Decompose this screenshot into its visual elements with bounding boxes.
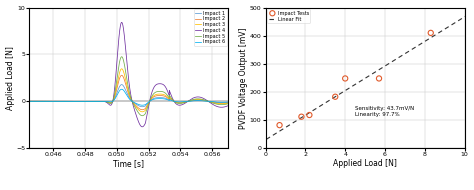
Linear Fit: [257, 142, 263, 144]
Impact 6: [190, 100, 196, 102]
Impact Tests: [427, 31, 435, 34]
Impact 5: [139, 115, 145, 117]
Impact 2: [63, 100, 68, 102]
Impact 5: [27, 100, 32, 102]
Impact 3: [156, 93, 162, 95]
Impact 5: [119, 56, 125, 58]
Impact 5: [63, 100, 68, 102]
Impact 5: [175, 102, 181, 105]
Linear Fit: [385, 63, 391, 66]
Impact 4: [102, 101, 108, 103]
Impact 3: [63, 100, 68, 102]
Line: Impact 2: Impact 2: [29, 75, 228, 110]
Impact 2: [139, 108, 145, 111]
Impact 2: [27, 100, 32, 102]
Impact 4: [146, 105, 152, 107]
Impact 4: [190, 97, 196, 99]
Legend: Impact 1, Impact 2, Impact 3, Impact 4, Impact 5, Impact 6: Impact 1, Impact 2, Impact 3, Impact 4, …: [194, 9, 227, 46]
Impact 3: [225, 102, 231, 104]
Impact 6: [102, 100, 108, 103]
Impact 6: [139, 104, 145, 106]
Impact 3: [27, 100, 32, 102]
Impact 1: [190, 100, 196, 102]
Impact 2: [119, 74, 125, 76]
Impact 4: [139, 126, 145, 128]
Line: Linear Fit: Linear Fit: [260, 11, 474, 143]
Impact 1: [146, 101, 152, 103]
Impact 6: [119, 88, 125, 90]
Line: Impact 5: Impact 5: [29, 57, 228, 116]
Impact Tests: [306, 113, 313, 116]
Text: Sensitivity: 43.7mV/N
Linearity: 97.7%: Sensitivity: 43.7mV/N Linearity: 97.7%: [355, 106, 414, 117]
Impact 5: [156, 90, 162, 93]
Impact 4: [119, 21, 125, 24]
Impact 6: [156, 97, 162, 100]
Line: Impact 4: Impact 4: [29, 22, 228, 127]
Impact 4: [27, 100, 32, 102]
Impact 6: [27, 100, 32, 102]
Line: Impact 3: Impact 3: [29, 69, 228, 112]
Linear Fit: [452, 22, 457, 24]
Impact 4: [156, 83, 162, 85]
Impact 6: [225, 101, 231, 103]
Impact Tests: [375, 77, 383, 80]
Y-axis label: PVDF Voltage Output [mV]: PVDF Voltage Output [mV]: [239, 27, 248, 129]
Linear Fit: [388, 61, 394, 63]
Impact Tests: [298, 115, 305, 118]
Line: Impact 6: Impact 6: [29, 89, 228, 105]
Impact 3: [119, 68, 125, 70]
X-axis label: Applied Load [N]: Applied Load [N]: [333, 159, 397, 168]
X-axis label: Time [s]: Time [s]: [113, 159, 144, 168]
Impact 5: [102, 101, 108, 103]
Legend: Impact Tests, Linear Fit: Impact Tests, Linear Fit: [267, 9, 310, 23]
Impact 5: [225, 103, 231, 105]
Impact 1: [175, 101, 181, 103]
Impact 1: [156, 97, 162, 99]
Impact 6: [175, 101, 181, 103]
Impact 2: [175, 101, 181, 104]
Impact 4: [175, 104, 181, 106]
Impact 6: [63, 100, 68, 102]
Impact 3: [139, 111, 145, 113]
Impact Tests: [341, 77, 349, 80]
Linear Fit: [257, 142, 263, 145]
Impact Tests: [331, 95, 339, 98]
Impact 4: [225, 105, 231, 107]
Impact 5: [190, 98, 196, 101]
Impact 3: [146, 102, 152, 104]
Impact 3: [102, 100, 108, 103]
Impact 4: [63, 100, 68, 102]
Impact 2: [102, 100, 108, 103]
Impact 1: [225, 101, 231, 103]
Impact 2: [190, 99, 196, 101]
Line: Impact 1: Impact 1: [29, 85, 228, 107]
Impact Tests: [276, 124, 283, 127]
Impact 3: [175, 102, 181, 104]
Impact 2: [156, 94, 162, 97]
Impact 1: [27, 100, 32, 102]
Impact 1: [139, 106, 145, 108]
Impact 1: [119, 83, 125, 86]
Linear Fit: [438, 30, 444, 33]
Impact 1: [102, 100, 108, 103]
Impact 2: [225, 102, 231, 104]
Impact 6: [146, 101, 152, 103]
Linear Fit: [472, 10, 474, 12]
Impact 3: [190, 99, 196, 101]
Linear Fit: [384, 64, 390, 66]
Impact 2: [146, 102, 152, 104]
Impact 5: [146, 103, 152, 105]
Impact 1: [63, 100, 68, 102]
Y-axis label: Applied Load [N]: Applied Load [N]: [6, 46, 15, 110]
